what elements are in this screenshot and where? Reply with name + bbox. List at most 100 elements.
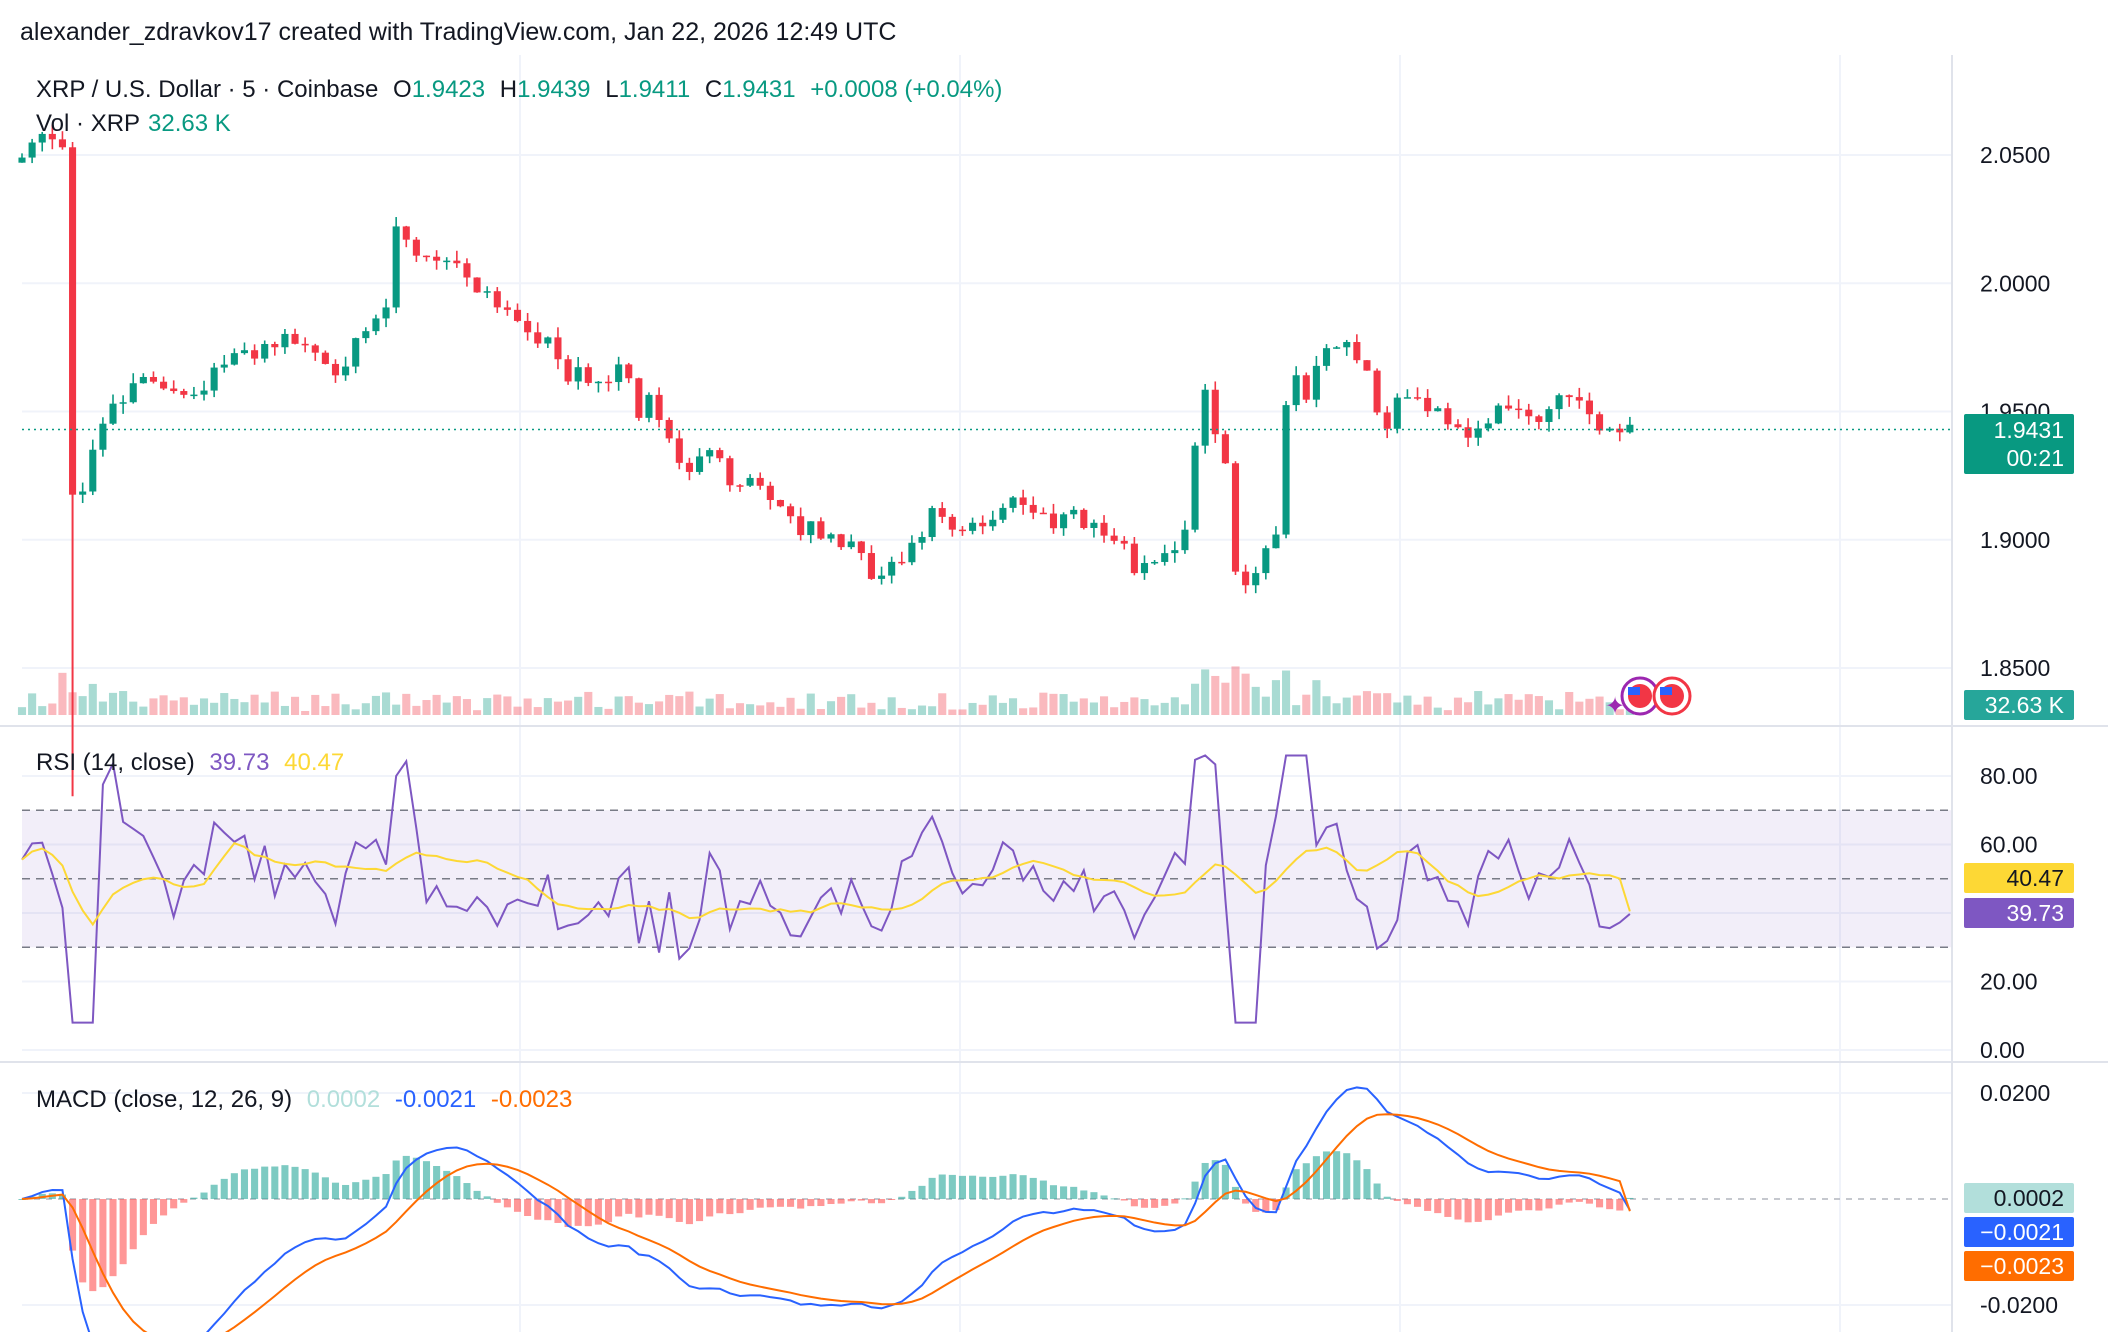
volume-bar xyxy=(210,702,219,715)
macd-histogram-bar xyxy=(1191,1181,1199,1199)
volume-value: 32.63 K xyxy=(148,110,231,137)
candle-body xyxy=(58,139,66,148)
candle-body xyxy=(908,542,916,563)
rsi-ma-value: 40.47 xyxy=(284,749,345,776)
candle-body xyxy=(1070,509,1078,515)
volume-bar xyxy=(1110,707,1119,715)
macd-histogram-bar xyxy=(1110,1198,1118,1200)
us-flag-canton xyxy=(1660,687,1672,695)
macd-histogram-bar xyxy=(1474,1199,1482,1222)
macd-histogram-bar xyxy=(1606,1199,1614,1210)
candle-body xyxy=(948,516,956,530)
candle-body xyxy=(372,318,380,332)
macd-histogram-bar xyxy=(1161,1199,1169,1206)
volume-bar xyxy=(1585,698,1594,715)
volume-bar xyxy=(1524,694,1533,715)
macd-histogram-bar xyxy=(1575,1199,1583,1202)
macd-histogram-bar xyxy=(331,1182,340,1199)
volume-bar xyxy=(1514,699,1523,715)
candle-body xyxy=(999,507,1007,520)
macd-hist-tag: 0.0002 xyxy=(1964,1183,2074,1213)
volume-bar xyxy=(473,710,482,715)
macd-histogram-bar xyxy=(1504,1199,1513,1213)
macd-label[interactable]: MACD (close, 12, 26, 9) xyxy=(36,1086,293,1113)
main-legend: XRP / U.S. Dollar · 5 · Coinbase O1.9423… xyxy=(36,76,1010,104)
volume-bar xyxy=(1160,702,1169,715)
candle-body xyxy=(746,477,754,486)
macd-histogram-bar xyxy=(544,1199,552,1221)
macd-histogram-bar xyxy=(938,1174,946,1199)
candle-body xyxy=(180,391,188,395)
candle-body xyxy=(1130,543,1138,574)
macd-tick-label: 0.0200 xyxy=(1980,1080,2050,1106)
candle-body xyxy=(1383,412,1391,429)
candle-body xyxy=(1231,463,1240,572)
candle-body xyxy=(1454,424,1462,428)
price-tick-label: 2.0500 xyxy=(1980,142,2050,168)
macd-histogram-bar xyxy=(1403,1199,1411,1205)
candle-body xyxy=(1474,428,1482,438)
volume-bar xyxy=(665,694,674,715)
candle-body xyxy=(1171,550,1179,554)
volume-bar xyxy=(1504,694,1513,715)
volume-bar xyxy=(1221,682,1230,715)
volume-bar xyxy=(351,709,360,715)
macd-histogram-bar xyxy=(888,1199,896,1200)
volume-bar xyxy=(28,693,37,715)
macd-line xyxy=(21,1086,1631,1332)
symbol-name[interactable]: XRP / U.S. Dollar · 5 · Coinbase xyxy=(36,76,379,103)
candle-body xyxy=(1090,522,1098,529)
macd-histogram-bar xyxy=(1616,1199,1624,1211)
candle-body xyxy=(321,352,329,364)
volume-bar xyxy=(311,694,320,715)
volume-bar xyxy=(442,702,451,715)
macd-legend: MACD (close, 12, 26, 9) 0.0002 -0.0021 -… xyxy=(36,1086,580,1114)
volume-bar xyxy=(1342,697,1351,715)
candle-body xyxy=(149,376,158,382)
candle-body xyxy=(1161,553,1169,562)
macd-histogram-bar xyxy=(857,1199,865,1201)
macd-histogram-bar xyxy=(291,1166,299,1199)
candle-body xyxy=(1434,408,1442,412)
macd-histogram-bar xyxy=(281,1165,289,1199)
macd-histogram-bar xyxy=(1312,1156,1320,1199)
candle-body xyxy=(1504,405,1513,409)
macd-pane xyxy=(18,1086,1952,1332)
macd-histogram-bar xyxy=(1343,1153,1351,1199)
candle-body xyxy=(1424,397,1432,412)
volume-bar xyxy=(1403,695,1412,715)
macd-histogram-bar xyxy=(18,1199,26,1200)
macd-histogram-bar xyxy=(1413,1199,1422,1207)
macd-histogram-bar xyxy=(1565,1199,1573,1203)
volume-bar xyxy=(462,699,471,715)
macd-histogram-bar xyxy=(625,1199,633,1214)
volume-label[interactable]: Vol · XRP xyxy=(36,110,141,137)
macd-histogram-bar xyxy=(1282,1187,1290,1199)
candle-body xyxy=(109,403,117,424)
candle-body xyxy=(291,333,299,344)
volume-bar xyxy=(1615,709,1624,715)
candle-body xyxy=(655,394,663,420)
candle-body xyxy=(888,561,896,576)
candle-body xyxy=(625,364,633,379)
macd-histogram-bar xyxy=(1039,1180,1047,1199)
candle-body xyxy=(200,390,208,395)
candle-body xyxy=(251,350,259,359)
macd-histogram-bar xyxy=(564,1199,572,1228)
candle-body xyxy=(1353,342,1361,361)
rsi-label[interactable]: RSI (14, close) xyxy=(36,749,195,776)
macd-histogram-bar xyxy=(1231,1186,1240,1199)
candle-body xyxy=(716,450,724,459)
candle-body xyxy=(1403,397,1411,399)
candle-body xyxy=(564,359,572,382)
volume-bar xyxy=(715,694,724,715)
macd-histogram-bar xyxy=(908,1190,916,1199)
volume-bar xyxy=(826,701,836,715)
volume-bar xyxy=(432,694,441,715)
candle-body xyxy=(867,553,875,579)
macd-histogram-bar xyxy=(1535,1199,1543,1211)
volume-tag: 32.63 K xyxy=(1964,690,2074,720)
macd-histogram-bar xyxy=(736,1199,744,1214)
volume-bar xyxy=(1393,702,1402,715)
